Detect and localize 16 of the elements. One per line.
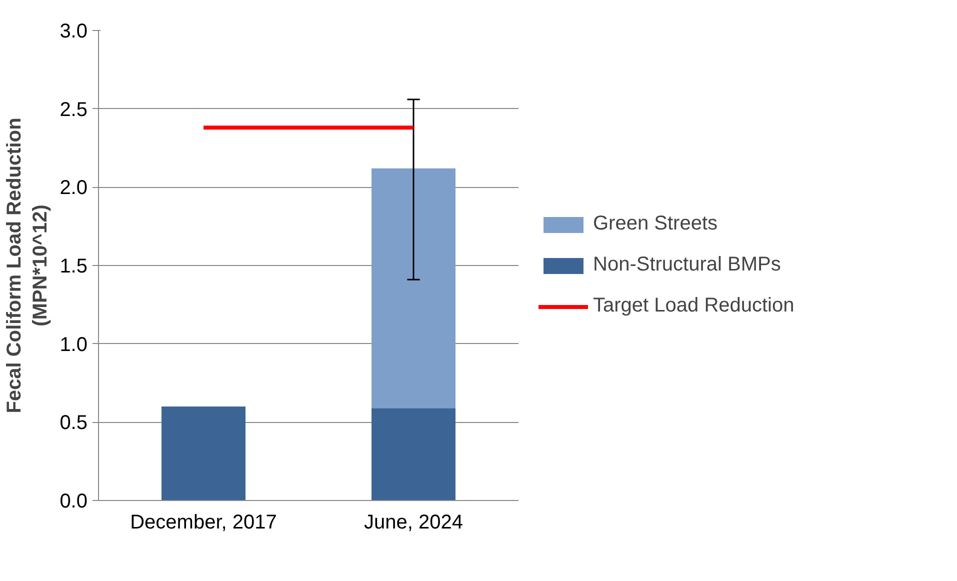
y-tick-label: 3.0 bbox=[60, 20, 88, 42]
y-tick-label: 2.0 bbox=[60, 177, 88, 200]
legend-label: Green Streets bbox=[593, 212, 718, 236]
y-tick-label: 0.5 bbox=[60, 412, 88, 434]
x-tick-label: December, 2017 bbox=[130, 512, 277, 534]
y-tick-label: 1.0 bbox=[60, 334, 88, 356]
x-tick-label: June, 2024 bbox=[364, 512, 463, 534]
legend-label: Target Load Reduction bbox=[593, 294, 794, 318]
y-tick-label: 1.5 bbox=[60, 256, 88, 278]
y-axis-title: Fecal Coliform Load Reduction (MPN*10^12) bbox=[3, 118, 52, 414]
y-tick-label: 0.0 bbox=[60, 490, 88, 512]
bar bbox=[372, 168, 456, 408]
legend-label: Non-Structural BMPs bbox=[593, 254, 781, 276]
y-tick-label: 2.5 bbox=[60, 98, 88, 121]
bar bbox=[372, 408, 456, 500]
bar bbox=[162, 406, 246, 500]
